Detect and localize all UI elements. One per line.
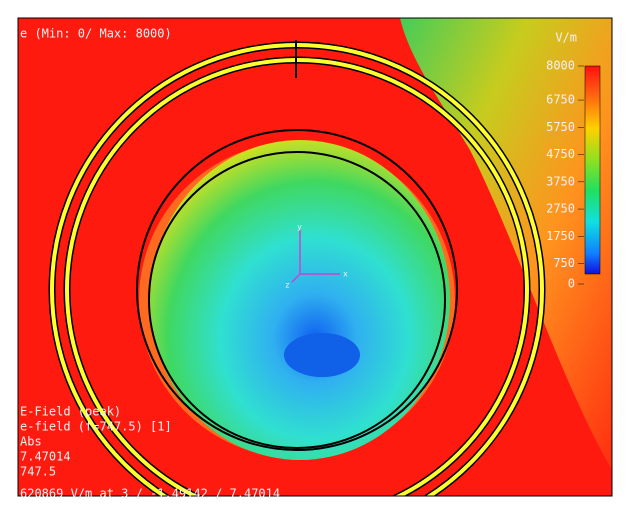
info-line: 7.47014	[20, 450, 71, 464]
info-line: E-Field (peak)	[20, 405, 121, 419]
axes-triad: x y z	[285, 223, 348, 290]
axis-label: z	[285, 281, 290, 290]
plot-title: e (Min: 0/ Max: 8000)	[20, 27, 172, 41]
info-line: 620869 V/m at 3 / -1.49142 / 7.47014	[20, 487, 280, 501]
info-line: Abs	[20, 435, 42, 449]
colorbar	[584, 65, 601, 275]
colorbar-tick-label: 750	[553, 256, 575, 270]
colorbar-tick-label: 1750	[546, 229, 575, 243]
colorbar-tick-label: 4750	[546, 147, 575, 161]
field-plot: x y z	[18, 18, 612, 496]
colorbar-tick-label: 6750	[546, 93, 575, 107]
colorbar-tick-label: 2750	[546, 202, 575, 216]
frame	[17, 17, 613, 497]
colorbar-tick-label: 3750	[546, 174, 575, 188]
info-line: 747.5	[20, 465, 56, 479]
colorbar-tick-label: 8000	[546, 59, 575, 73]
boundary	[136, 129, 458, 451]
colorbar-tick-label: 5750	[546, 120, 575, 134]
inner-boundary	[148, 151, 446, 449]
colorbar-unit: V/m	[555, 31, 577, 45]
outer-field	[400, 18, 612, 470]
colorbar-tick-label: 0	[568, 277, 575, 291]
axis-label: y	[297, 223, 302, 232]
info-line: e-field (f=747.5) [1]	[20, 420, 172, 434]
inner-field	[150, 140, 450, 460]
field-minimum	[284, 333, 360, 377]
z-axis	[291, 273, 301, 283]
axis-label: x	[343, 270, 348, 279]
